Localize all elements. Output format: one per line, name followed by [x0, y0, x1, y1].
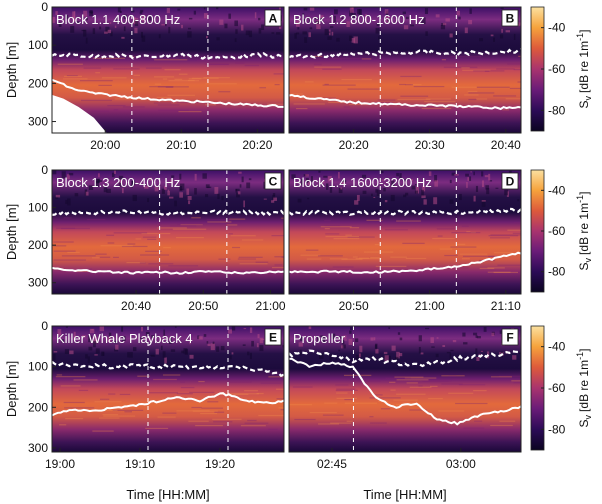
panel-letter-box: [501, 328, 519, 346]
x-tick-label: 20:50: [339, 299, 369, 313]
upper-layer-line: [289, 48, 521, 59]
panel-d: Block 1.4 1600-3200 Hz D 20:50 21:00 21:10: [288, 169, 522, 313]
colorbar: -40 -60 -80 Sv[dB re 1m-1]: [530, 169, 593, 293]
x-tick-label: 21:00: [415, 299, 445, 313]
colorbar-tick-label: -60: [548, 381, 566, 395]
upper-layer-line: [52, 51, 284, 60]
x-tick-label: 20:10: [166, 138, 196, 152]
panel-letter-box: [501, 9, 519, 27]
x-tick-label: 20:50: [188, 299, 218, 313]
echogram-background: [289, 326, 521, 452]
axes-frame: [288, 325, 522, 453]
panel-c: Block 1.3 200-400 Hz C 20:40 20:50 21:00 0 100…: [4, 163, 286, 313]
panel-a: Block 1.1 400-800 Hz A 20:00 20:10 20:20 0 100…: [4, 0, 285, 152]
y-axis-label: Depth [m]: [4, 42, 19, 98]
colorbar-tick-label: -80: [548, 265, 566, 279]
y-axis-label: Depth [m]: [4, 361, 19, 417]
y-tick-label: 0: [41, 0, 48, 14]
panel-letter: E: [269, 331, 277, 345]
panel-f: Propeller F 02:45 03:00 Time [HH:MM]: [288, 325, 522, 502]
y-tick-label: 200: [28, 238, 48, 252]
y-tick-label: 100: [28, 360, 48, 374]
lower-layer-line: [289, 251, 521, 274]
colorbar: -40 -60 -80 Sv[dB re 1m-1]: [530, 6, 593, 132]
lower-layer-line: [52, 266, 284, 275]
x-tick-label: 21:00: [256, 299, 286, 313]
axes-frame: [51, 325, 285, 453]
y-tick-label: 200: [28, 400, 48, 414]
panel-letter: F: [506, 331, 513, 345]
upper-layer-line: [289, 207, 521, 216]
x-tick-label: 02:45: [317, 457, 347, 471]
colorbar-tick-label: -60: [548, 62, 566, 76]
panel-title: Killer Whale Playback 4: [56, 331, 193, 346]
axes-frame: [288, 6, 522, 134]
x-tick-label: 20:30: [415, 138, 445, 152]
x-axis-label: Time [HH:MM]: [363, 487, 446, 502]
y-tick-label: 0: [41, 163, 48, 177]
panel-title: Block 1.1 400-800 Hz: [56, 12, 180, 27]
panel-letter-box: [264, 328, 282, 346]
panel-title: Block 1.3 200-400 Hz: [56, 175, 180, 190]
upper-layer-line: [52, 209, 284, 216]
panel-b: Block 1.2 800-1600 Hz B 20:20 20:30 20:40: [288, 6, 522, 152]
lower-layer-line: [289, 93, 521, 111]
panel-letter: D: [506, 175, 515, 189]
colorbar-tick-label: -60: [548, 224, 566, 238]
colorbar-tick-label: -40: [548, 21, 566, 35]
seafloor-mask: [52, 94, 107, 133]
y-tick-label: 300: [28, 115, 48, 129]
colorbar-tick-label: -40: [548, 340, 566, 354]
x-tick-label: 19:20: [205, 457, 235, 471]
axes-frame: [51, 169, 285, 295]
x-tick-label: 21:10: [491, 299, 521, 313]
panel-letter-box: [264, 9, 282, 27]
y-tick-label: 300: [28, 441, 48, 455]
echogram-background: [52, 7, 284, 133]
colorbar-tick-label: -80: [548, 422, 566, 436]
x-tick-label: 20:40: [121, 299, 151, 313]
upper-layer-line: [289, 349, 521, 368]
colorbar: -40 -60 -80 Sv[dB re 1m-1]: [530, 325, 593, 451]
panel-title: Block 1.4 1600-3200 Hz: [293, 175, 432, 190]
lower-layer-line: [289, 357, 521, 426]
x-tick-label: 19:10: [125, 457, 155, 471]
x-tick-label: 20:00: [90, 138, 120, 152]
y-tick-label: 200: [28, 76, 48, 90]
panel-title: Propeller: [293, 331, 346, 346]
panel-letter: C: [269, 175, 278, 189]
panel-e: Killer Whale Playback 4 E 19:00 19:10 19:20 0…: [4, 319, 285, 502]
x-tick-label: 20:40: [491, 138, 521, 152]
x-tick-label: 20:20: [339, 138, 369, 152]
colorbar-tick-label: -80: [548, 103, 566, 117]
y-tick-label: 100: [28, 201, 48, 215]
panel-letter: A: [269, 12, 278, 26]
panel-letter-box: [501, 172, 519, 190]
upper-layer-line: [52, 360, 284, 378]
panel-letter: B: [506, 12, 515, 26]
panel-title: Block 1.2 800-1600 Hz: [293, 12, 425, 27]
echogram-background: [289, 170, 521, 294]
colorbar-label: Sv[dB re 1m-1]: [575, 349, 593, 428]
colorbar-tick-label: -40: [548, 183, 566, 197]
x-tick-label: 20:20: [242, 138, 272, 152]
lower-layer-line: [52, 392, 284, 417]
x-tick-label: 03:00: [446, 457, 476, 471]
lower-layer-line: [52, 78, 284, 108]
y-tick-label: 100: [28, 38, 48, 52]
colorbar-label: Sv[dB re 1m-1]: [575, 30, 593, 109]
y-tick-label: 300: [28, 276, 48, 290]
axes-frame: [288, 169, 522, 295]
x-tick-label: 19:00: [45, 457, 75, 471]
axes-frame: [51, 6, 285, 134]
panel-letter-box: [264, 172, 282, 190]
x-axis-label: Time [HH:MM]: [126, 487, 209, 502]
y-tick-label: 0: [41, 319, 48, 333]
colorbar-label: Sv[dB re 1m-1]: [575, 192, 593, 271]
y-axis-label: Depth [m]: [4, 204, 19, 260]
